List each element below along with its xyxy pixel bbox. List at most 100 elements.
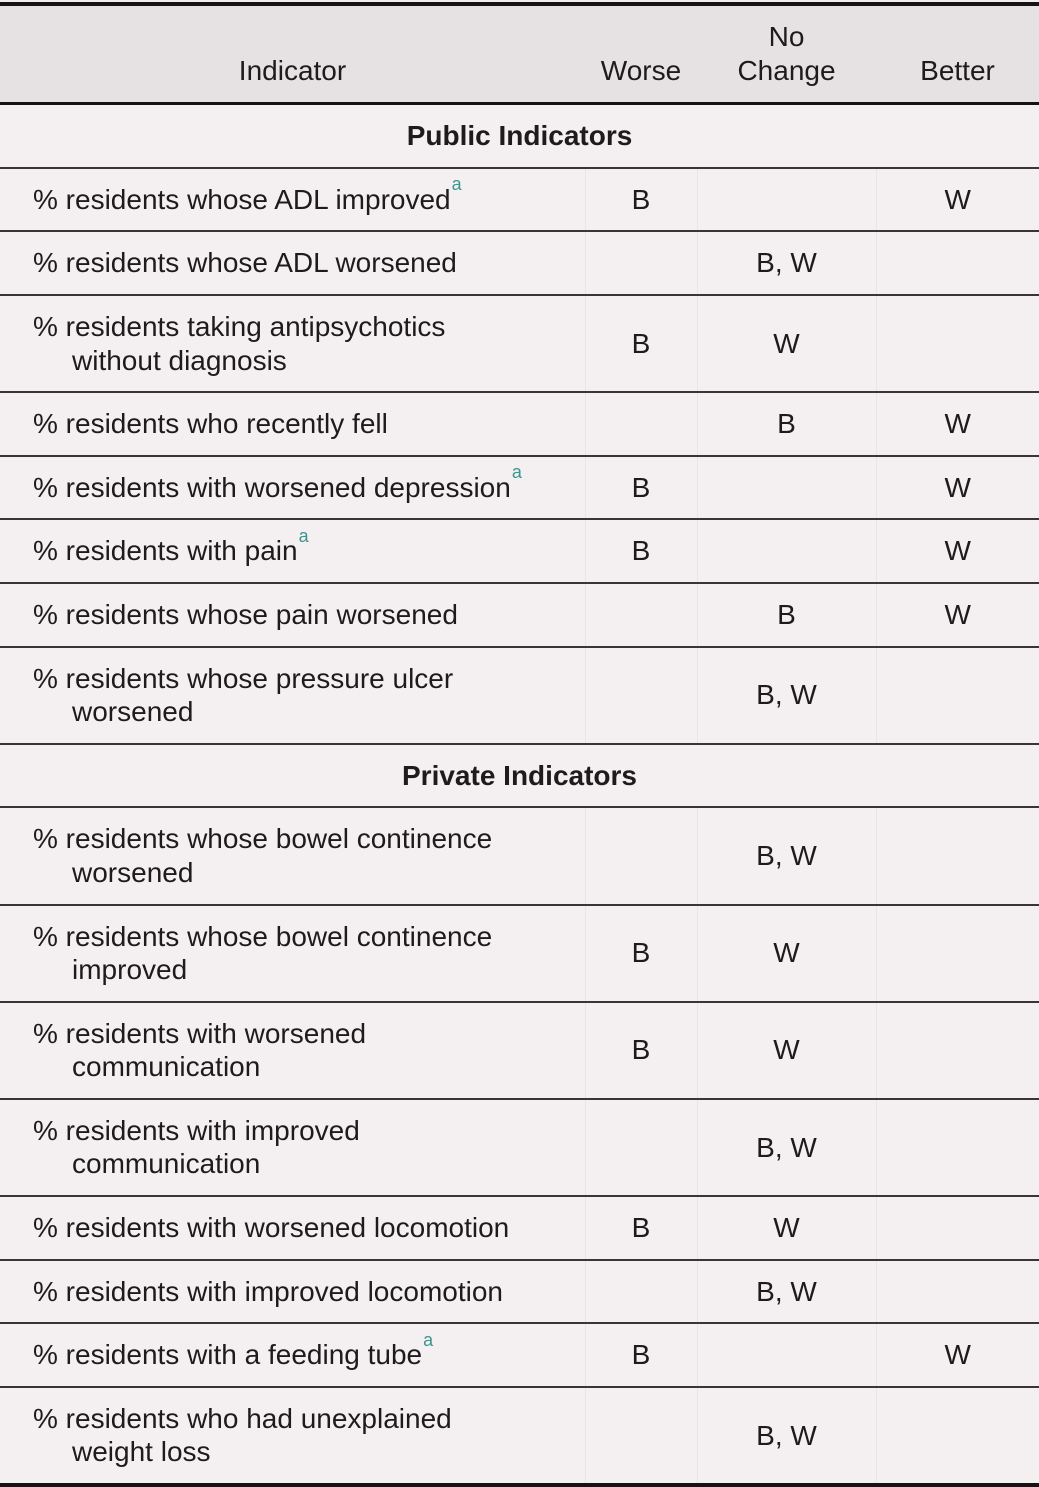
column-header-better: Better <box>920 54 995 86</box>
indicator-label: % residents who recently fell <box>33 408 388 440</box>
table-row: % residents with worsened locomotion B W <box>0 1196 1039 1260</box>
indicator-cell: % residents with worsened depressiona <box>0 456 585 520</box>
footnote-marker: a <box>423 1329 434 1350</box>
better-cell <box>875 904 1039 1002</box>
worse-cell <box>584 1098 697 1197</box>
table-row: % residents with a feeding tubea B W <box>0 1323 1039 1387</box>
better-cell: W <box>875 392 1039 456</box>
worse-cell: B <box>584 1196 697 1260</box>
indicator-cell: % residents whose pain worsened <box>0 583 585 647</box>
indicator-cell: % residents with improved communication <box>0 1099 585 1196</box>
worse-cell <box>584 392 697 456</box>
better-cell: W <box>875 582 1039 647</box>
no-change-cell: B, W <box>696 646 876 744</box>
indicator-label: % residents whose pressure ulcer worsene… <box>33 662 454 728</box>
indicator-label: % residents whose ADL worsened <box>33 247 457 279</box>
indicator-label: % residents with worsened communication <box>33 1017 367 1083</box>
indicator-label: % residents with pain <box>33 535 298 567</box>
better-cell <box>875 1386 1039 1486</box>
no-change-cell <box>696 167 876 232</box>
table-row: % residents whose ADL worsened B, W <box>0 231 1039 295</box>
footnote-marker: a <box>451 174 462 195</box>
table-row: % residents whose bowel continence impro… <box>0 904 1039 1002</box>
better-cell <box>875 807 1039 905</box>
no-change-cell: B, W <box>696 1259 876 1324</box>
table-row: % residents with worsened depressiona B … <box>0 455 1039 520</box>
better-cell <box>875 646 1039 744</box>
indicator-cell: % residents with a feeding tubea <box>0 1323 585 1387</box>
no-change-cell: B, W <box>696 1098 876 1197</box>
table-row: % residents who had unexplained weight l… <box>0 1386 1039 1486</box>
no-change-cell <box>696 1323 876 1387</box>
indicator-label: % residents whose bowel continence worse… <box>33 823 493 888</box>
indicator-cell: % residents whose ADL worsened <box>0 231 585 295</box>
no-change-cell: B <box>696 582 876 647</box>
no-change-cell <box>696 455 876 520</box>
table-row: % residents whose ADL improveda B W <box>0 167 1039 232</box>
column-header-indicator: Indicator <box>238 54 347 86</box>
indicator-cell: % residents with worsened locomotion <box>0 1196 585 1260</box>
table-row: % residents whose bowel continence worse… <box>0 807 1039 905</box>
worse-cell <box>584 807 697 905</box>
indicator-label: % residents taking antipsychotics withou… <box>33 310 446 376</box>
table-row: % residents with improved locomotion B, … <box>0 1259 1039 1324</box>
worse-cell <box>584 646 697 744</box>
header-row: Indicator Worse No Change Better <box>0 4 1039 104</box>
indicator-cell: % residents whose bowel continence worse… <box>0 807 585 904</box>
better-cell <box>875 231 1039 295</box>
better-cell <box>875 294 1039 393</box>
section-title: Public Indicators <box>406 120 633 152</box>
no-change-cell: W <box>696 904 876 1002</box>
footnote-marker: a <box>511 462 522 483</box>
table-row: % residents whose pain worsened B W <box>0 582 1039 647</box>
indicator-cell: % residents whose pressure ulcer worsene… <box>0 647 585 744</box>
indicator-cell: % residents whose ADL improveda <box>0 168 585 232</box>
table-row: % residents with improved communication … <box>0 1098 1039 1197</box>
no-change-cell: W <box>696 294 876 393</box>
table-row: % residents with worsened communication … <box>0 1001 1039 1099</box>
indicator-cell: % residents with paina <box>0 519 585 583</box>
worse-cell: B <box>584 167 697 232</box>
indicator-label: % residents whose ADL improved <box>33 183 451 215</box>
footnote-marker: a <box>298 525 309 546</box>
indicator-label: % residents who had unexplained weight l… <box>33 1402 452 1468</box>
better-cell: W <box>875 519 1039 583</box>
section-row-private: Private Indicators <box>0 744 1039 808</box>
no-change-cell: W <box>696 1001 876 1099</box>
table-row: % residents whose pressure ulcer worsene… <box>0 646 1039 744</box>
no-change-cell: B <box>696 392 876 456</box>
worse-cell: B <box>584 904 697 1002</box>
better-cell: W <box>875 167 1039 232</box>
worse-cell <box>584 1259 697 1324</box>
worse-cell: B <box>584 1323 697 1387</box>
indicator-label: % residents whose pain worsened <box>33 598 458 630</box>
table-row: % residents who recently fell B W <box>0 392 1039 456</box>
indicator-cell: % residents who recently fell <box>0 392 585 456</box>
indicator-label: % residents with worsened locomotion <box>33 1212 510 1244</box>
worse-cell: B <box>584 1001 697 1099</box>
worse-cell: B <box>584 519 697 583</box>
section-title: Private Indicators <box>402 759 637 791</box>
indicator-label: % residents with worsened depression <box>33 471 511 503</box>
no-change-cell: B, W <box>696 1386 876 1486</box>
table-row: % residents taking antipsychotics withou… <box>0 294 1039 393</box>
better-cell: W <box>875 1323 1039 1387</box>
indicator-cell: % residents with improved locomotion <box>0 1260 585 1324</box>
indicator-cell: % residents whose bowel continence impro… <box>0 905 585 1002</box>
indicator-cell: % residents who had unexplained weight l… <box>0 1387 585 1485</box>
column-header-worse: Worse <box>600 54 682 86</box>
no-change-cell: W <box>696 1196 876 1260</box>
column-header-no-change: No Change <box>737 21 836 86</box>
indicator-label: % residents with improved communication <box>33 1114 360 1180</box>
worse-cell <box>584 231 697 295</box>
better-cell: W <box>875 455 1039 520</box>
indicator-cell: % residents taking antipsychotics withou… <box>0 295 585 392</box>
better-cell <box>875 1196 1039 1260</box>
no-change-cell: B, W <box>696 231 876 295</box>
worse-cell: B <box>584 455 697 520</box>
indicator-label: % residents with a feeding tube <box>33 1339 423 1371</box>
indicator-cell: % residents with worsened communication <box>0 1002 585 1099</box>
worse-cell <box>584 582 697 647</box>
